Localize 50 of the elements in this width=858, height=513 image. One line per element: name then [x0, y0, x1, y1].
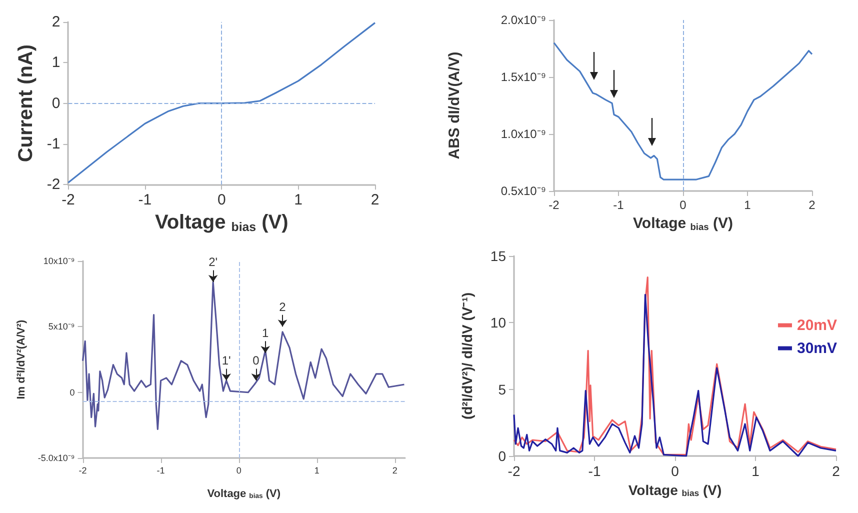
x-tick-label: -1	[613, 198, 624, 212]
x-tick-label: 0	[236, 466, 242, 476]
y-tick-label: 2	[52, 14, 60, 30]
y-tick-label: 10	[490, 314, 506, 331]
annotation: 0	[252, 354, 260, 368]
y-tick-label: 0	[52, 94, 60, 112]
x-tick-label: 1	[294, 192, 302, 209]
x-tick-label: -1	[156, 466, 165, 476]
y-axis-title: (d²I/dV²)/ dI/dV (V⁻¹)	[459, 292, 475, 420]
y-tick-label: 1	[52, 54, 60, 72]
line-series	[553, 42, 813, 180]
x-tick-label: -1	[588, 463, 601, 479]
x-tick-label: 0	[217, 192, 226, 209]
annotation: 1	[262, 326, 269, 340]
y-tick-label: -2	[46, 176, 60, 194]
x-tick-label: -2	[78, 466, 87, 476]
y-tick-label: 2.0x10⁻⁹	[500, 13, 546, 27]
x-tick-label: 1	[314, 466, 320, 476]
y-tick-label: 10x10⁻⁹	[43, 256, 75, 266]
annotation: 2	[279, 300, 286, 314]
x-tick-label: 1	[752, 463, 760, 479]
y-tick-label: 1.0x10⁻⁹	[500, 127, 546, 141]
y-tick-label: 0	[498, 448, 506, 464]
x-tick-label: 2	[392, 466, 398, 476]
x-tick-label: -1	[138, 192, 152, 209]
x-axis-title: Voltage bias (V)	[628, 482, 722, 498]
x-tick-label: 2	[370, 192, 380, 209]
y-tick-label: 1.5x10⁻⁹	[500, 70, 546, 84]
x-axis-title: Voltage bias (V)	[633, 214, 734, 232]
x-tick-label: 1	[744, 198, 752, 212]
legend-label: 20mV	[796, 316, 838, 334]
x-tick-label: 2	[832, 463, 840, 479]
y-tick-label: 0.5x10⁻⁹	[500, 184, 546, 198]
legend-label: 30mV	[796, 340, 838, 357]
y-axis-title: Current (nA)	[15, 44, 37, 162]
y-tick-label: 5	[498, 381, 506, 398]
y-tick-label: 15	[490, 248, 506, 264]
y-tick-label: -5.0x10⁻⁹	[38, 453, 75, 464]
y-tick-label: -1	[46, 135, 60, 152]
y-axis-title: Im d²I/dV²(A/V²)	[16, 319, 28, 400]
annotation: 1'	[222, 354, 231, 368]
annotation: 2'	[208, 255, 218, 270]
x-tick-label: -2	[548, 198, 560, 212]
x-tick-label: 0	[671, 463, 680, 479]
y-tick-label: 0	[70, 387, 75, 398]
x-tick-label: 0	[680, 198, 687, 212]
y-tick-label: 5x10⁻⁹	[48, 322, 75, 332]
x-tick-label: 2	[808, 198, 816, 212]
x-axis-title: Voltage bias (V)	[154, 212, 288, 234]
y-axis-title: ABS dI/dV(A/V)	[446, 52, 463, 160]
